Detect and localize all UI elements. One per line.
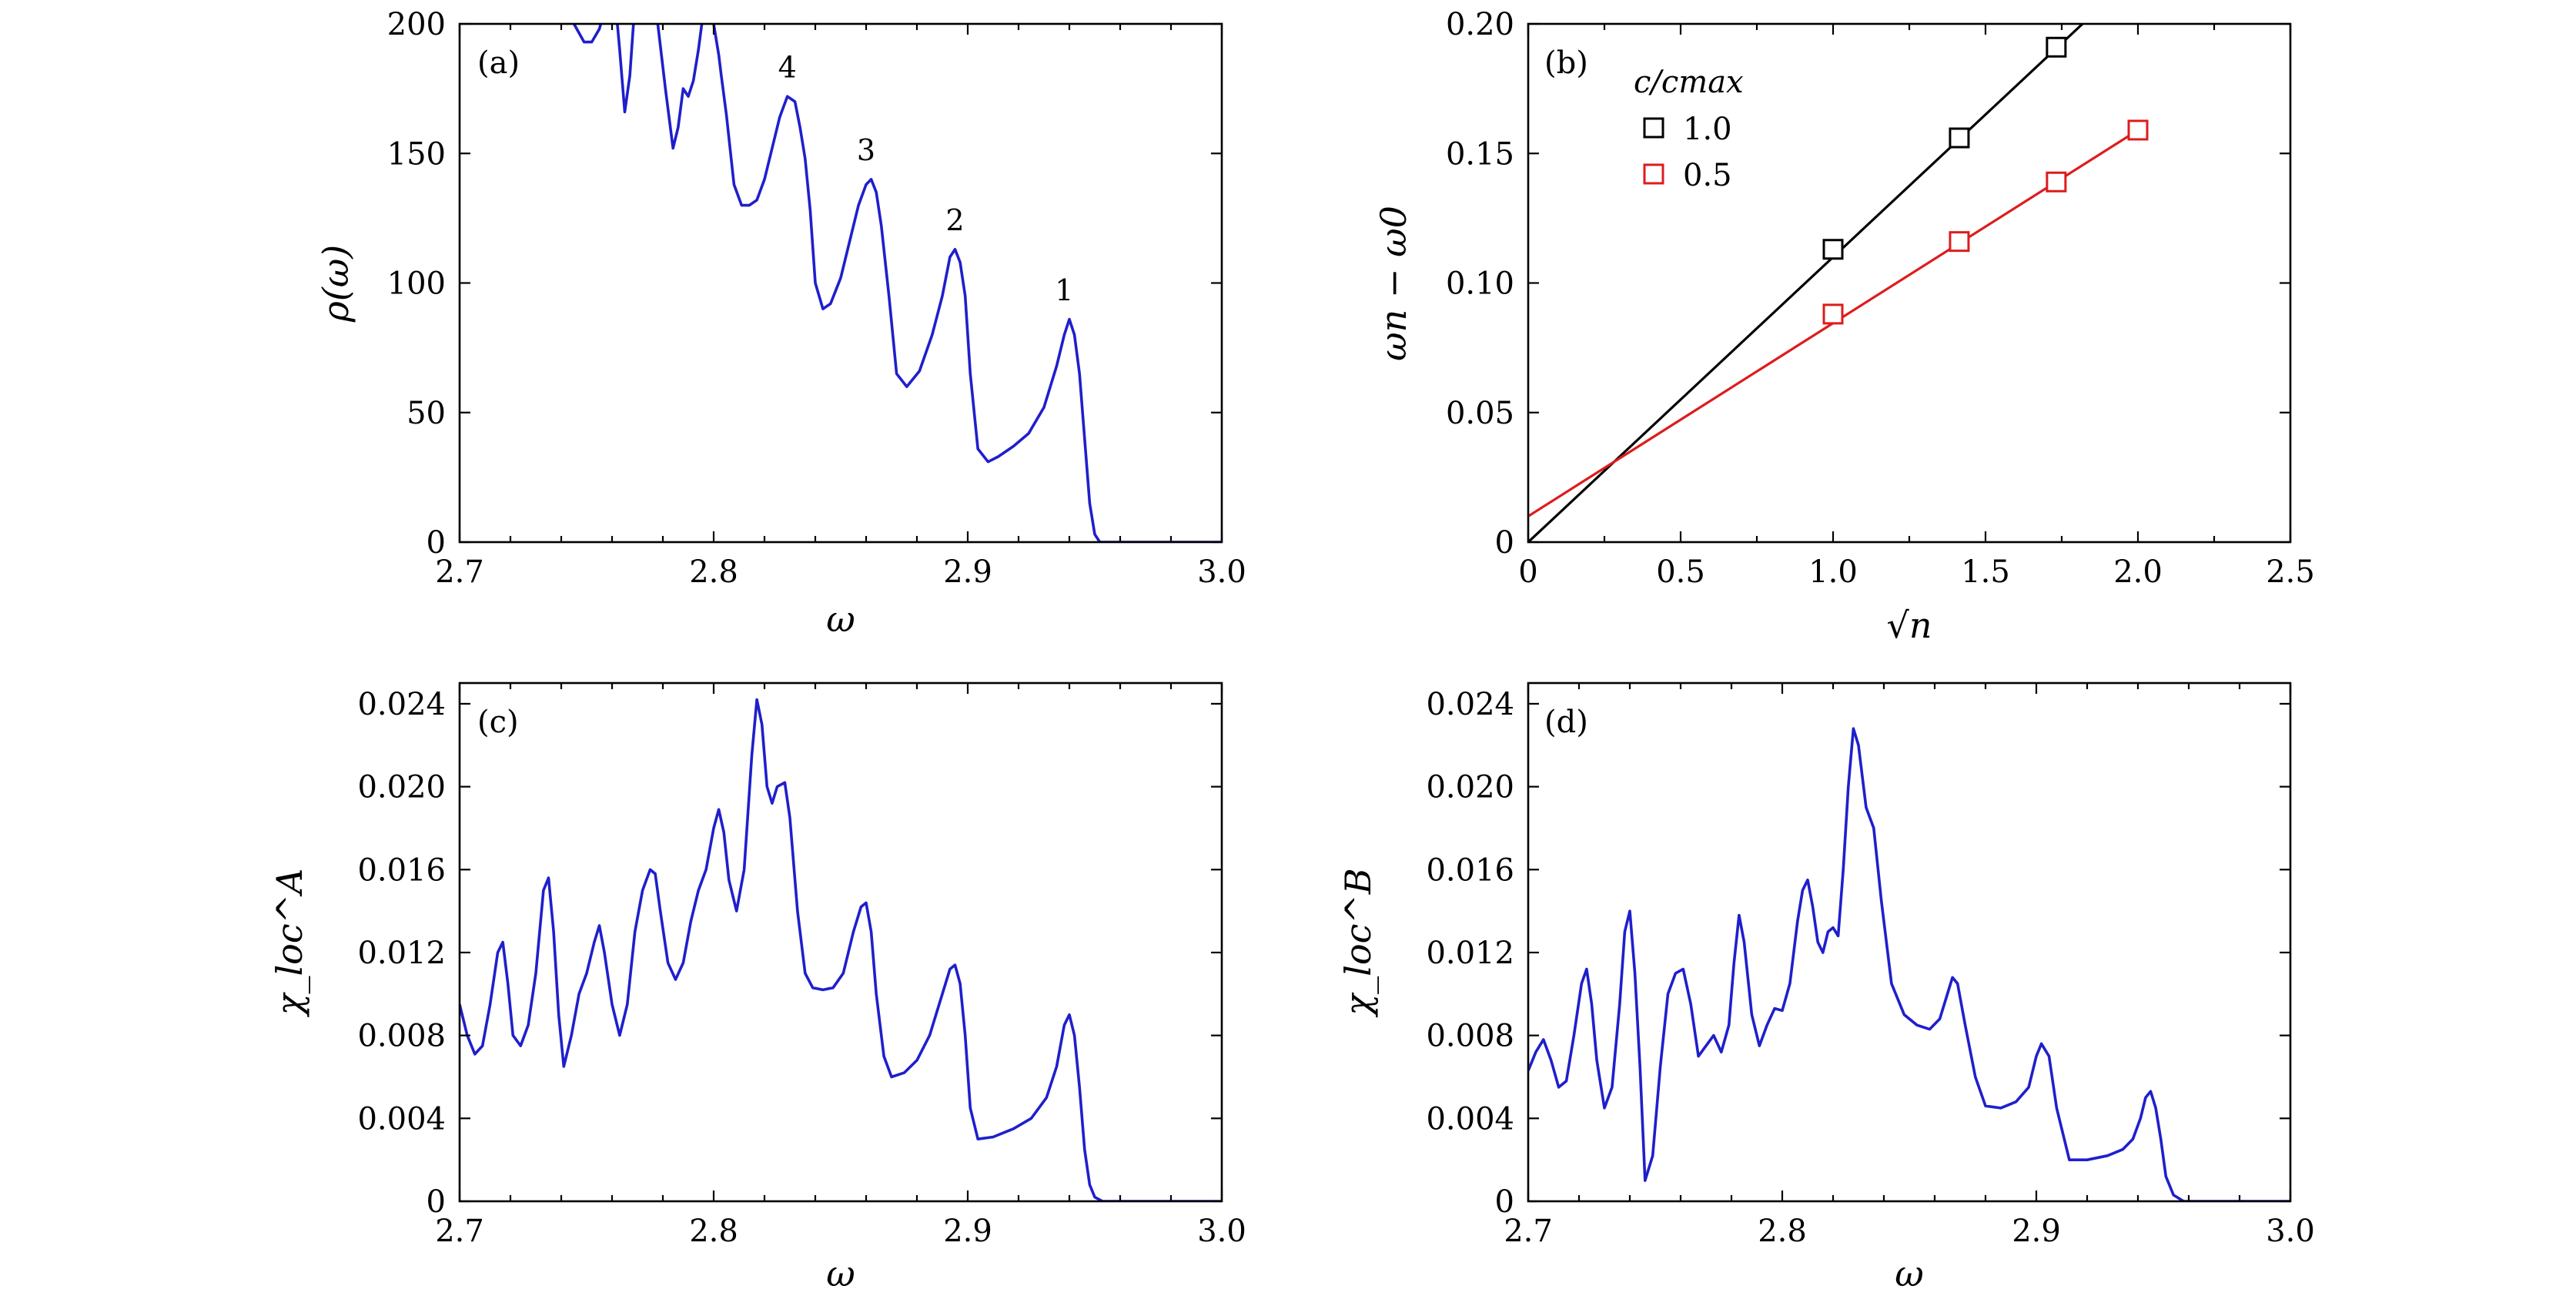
panel-c-x-tick-label: 3.0 xyxy=(1197,1214,1246,1249)
panel-b-x-tick-label: 1.0 xyxy=(1808,554,1858,590)
panel-d-frame xyxy=(1527,681,2292,1203)
panel-a-y-tick-label: 150 xyxy=(387,136,446,172)
panel-d-y-tick-label: 0.008 xyxy=(1426,1019,1514,1054)
panel-d-y-tick-label: 0 xyxy=(1495,1184,1514,1220)
panel-a-y-axis-label: ρ(ω) xyxy=(315,245,356,323)
panel-c-x-tick-label: 2.8 xyxy=(689,1214,738,1249)
panel-b-x-tick-label: 1.5 xyxy=(1961,554,2010,590)
panel-b: 0 0.5 1.0 1.5 2.0 2.5 0 0.05 0.10 0.15 0.20 (b) c/… xyxy=(1373,7,2315,646)
panel-b-y-tick-label: 0.10 xyxy=(1446,266,1514,302)
peak-annotation: 3 xyxy=(857,133,875,167)
legend: c/cmax 1.0 0.5 xyxy=(1634,65,1744,193)
panel-a-annotations: 1 2 3 4 xyxy=(778,50,1074,306)
data-point-series-1 xyxy=(2046,36,2067,58)
panel-c-y-axis-label: χ_loc^A xyxy=(269,869,310,1018)
legend-title: c/cmax xyxy=(1634,65,1744,100)
panel-d-y-tick-label: 0.012 xyxy=(1426,936,1514,971)
panel-b-y-tick-label: 0 xyxy=(1495,525,1514,561)
panel-c-frame xyxy=(458,681,1223,1203)
panel-a-frame xyxy=(458,22,1223,544)
panel-d-x-tick-label: 2.8 xyxy=(1758,1214,1807,1249)
panel-a: 2.7 2.8 2.9 3.0 0 50 100 150 200 (a) 1 2 3 4 ω ρ(ω) xyxy=(315,7,1246,640)
panel-c-ticks: 2.7 2.8 2.9 3.0 0 0.004 0.008 0.012 0.016 0.020 0.… xyxy=(357,683,1246,1249)
panel-d-x-tick-label: 2.9 xyxy=(2012,1214,2061,1249)
panel-b-x-tick-label: 2.0 xyxy=(2113,554,2163,590)
panel-c-x-tick-label: 2.9 xyxy=(943,1214,992,1249)
panel-a-y-tick-label: 50 xyxy=(406,396,446,431)
panel-c-series-line xyxy=(460,698,1222,1201)
peak-annotation: 4 xyxy=(778,50,797,84)
panel-c-y-tick-label: 0 xyxy=(427,1184,446,1220)
panel-d-ticks: 2.7 2.8 2.9 3.0 0 0.004 0.008 0.012 0.016 0.020 0.… xyxy=(1426,683,2315,1249)
panel-d-x-tick-label: 3.0 xyxy=(2266,1214,2315,1249)
data-point-series-1 xyxy=(1822,239,1844,260)
panel-c: 2.7 2.8 2.9 3.0 0 0.004 0.008 0.012 0.016 0.020 0.… xyxy=(269,681,1246,1294)
data-point-series-2 xyxy=(1949,231,1970,253)
panel-a-series-line xyxy=(572,24,1222,542)
panel-c-y-tick-label: 0.008 xyxy=(357,1019,446,1054)
panel-a-x-tick-label: 2.9 xyxy=(943,554,992,590)
panel-a-label: (a) xyxy=(477,45,520,81)
legend-entry-1: 1.0 xyxy=(1683,112,1732,147)
panel-a-y-tick-label: 0 xyxy=(427,525,446,561)
panel-a-x-tick-label: 2.7 xyxy=(435,554,484,590)
panel-b-y-tick-label: 0.05 xyxy=(1446,396,1514,431)
panel-c-label: (c) xyxy=(477,705,519,740)
panel-d-series-line xyxy=(1528,727,2290,1201)
panel-c-x-axis-label: ω xyxy=(826,1253,855,1294)
panel-b-label: (b) xyxy=(1544,45,1588,81)
panel-b-y-axis-label: ωn − ω0 xyxy=(1373,206,1414,361)
panel-b-x-tick-label: 0.5 xyxy=(1656,554,1705,590)
panel-d-x-axis-label: ω xyxy=(1895,1253,1924,1294)
legend-marker-1 xyxy=(1643,117,1664,139)
panel-c-y-tick-label: 0.020 xyxy=(357,770,446,805)
panel-b-x-tick-label: 0 xyxy=(1518,554,1537,590)
data-point-series-2 xyxy=(1822,303,1844,325)
data-point-series-2 xyxy=(2127,119,2149,141)
peak-annotation: 1 xyxy=(1055,273,1073,307)
panel-d: 2.7 2.8 2.9 3.0 0 0.004 0.008 0.012 0.016 0.020 0.… xyxy=(1337,681,2315,1294)
panel-d-y-axis-label: χ_loc^B xyxy=(1337,868,1379,1017)
panel-d-y-tick-label: 0.020 xyxy=(1426,770,1514,805)
panel-a-ticks: 2.7 2.8 2.9 3.0 0 50 100 150 200 xyxy=(387,7,1246,590)
panel-d-y-tick-label: 0.004 xyxy=(1426,1101,1514,1137)
panel-b-y-tick-label: 0.15 xyxy=(1446,136,1514,172)
panel-d-y-tick-label: 0.016 xyxy=(1426,852,1514,888)
data-point-series-1 xyxy=(1949,127,1970,149)
panel-b-y-tick-label: 0.20 xyxy=(1446,7,1514,42)
panel-c-y-tick-label: 0.016 xyxy=(357,852,446,888)
panel-a-x-tick-label: 3.0 xyxy=(1197,554,1246,590)
panel-a-plot xyxy=(572,24,1222,542)
panel-a-x-tick-label: 2.8 xyxy=(689,554,738,590)
legend-entry-2: 0.5 xyxy=(1683,158,1732,193)
panel-c-y-tick-label: 0.024 xyxy=(357,687,446,722)
panel-d-label: (d) xyxy=(1544,705,1588,740)
panel-c-x-tick-label: 2.7 xyxy=(435,1214,484,1249)
panel-c-plot xyxy=(460,698,1222,1201)
panel-a-y-tick-label: 200 xyxy=(387,7,446,42)
panel-c-y-tick-label: 0.004 xyxy=(357,1101,446,1137)
panel-b-plot xyxy=(1528,24,2149,542)
data-point-series-2 xyxy=(2046,171,2067,193)
peak-annotation: 2 xyxy=(945,203,964,237)
panel-a-y-tick-label: 100 xyxy=(387,266,446,302)
legend-marker-2 xyxy=(1643,163,1664,185)
panel-b-x-axis-label: √n xyxy=(1887,604,1932,646)
panel-b-frame xyxy=(1527,22,2292,544)
panel-d-plot xyxy=(1528,727,2290,1201)
panel-d-x-tick-label: 2.7 xyxy=(1504,1214,1553,1249)
panel-a-x-axis-label: ω xyxy=(826,598,855,640)
panel-d-y-tick-label: 0.024 xyxy=(1426,687,1514,722)
panel-b-ticks: 0 0.5 1.0 1.5 2.0 2.5 0 0.05 0.10 0.15 0.20 xyxy=(1446,7,2315,590)
panel-b-x-tick-label: 2.5 xyxy=(2266,554,2315,590)
panel-c-y-tick-label: 0.012 xyxy=(357,936,446,971)
fit-line-1 xyxy=(1528,24,2085,542)
